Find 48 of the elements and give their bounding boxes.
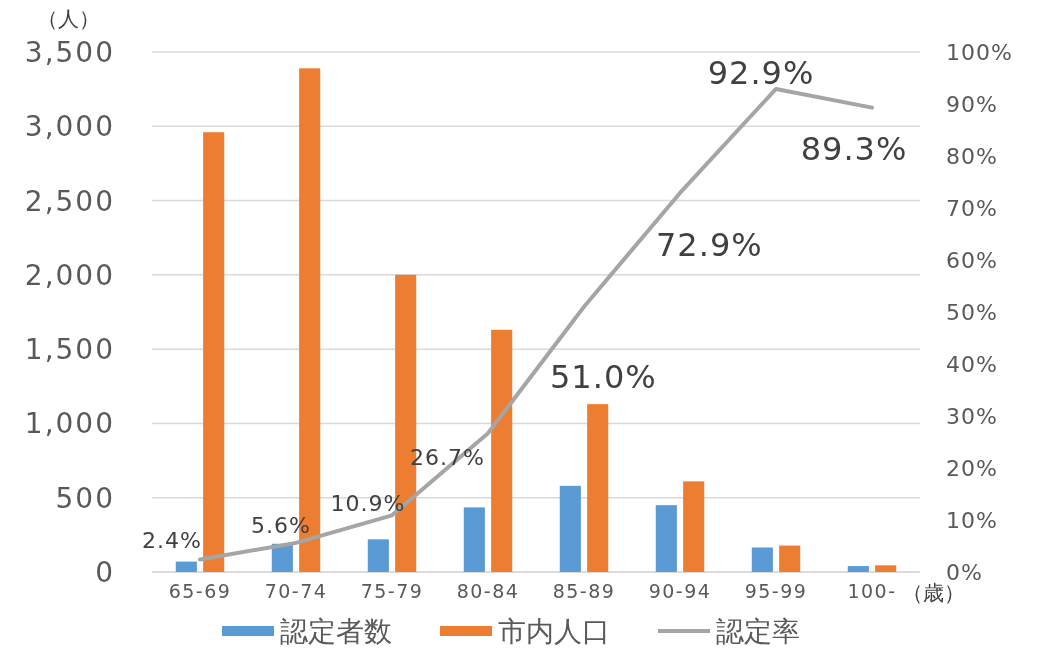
x-tick-label: 80-84 bbox=[456, 580, 520, 602]
y2-tick-label: 60% bbox=[946, 248, 998, 273]
x-tick-label: 95-99 bbox=[744, 580, 808, 602]
bar bbox=[683, 481, 705, 572]
data-label: 72.9% bbox=[656, 225, 763, 264]
x-tick-label: 75-79 bbox=[360, 580, 424, 602]
bar bbox=[655, 505, 677, 572]
y2-tick-label: 10% bbox=[946, 508, 998, 533]
y2-tick-label: 90% bbox=[946, 92, 998, 117]
data-label: 89.3% bbox=[800, 129, 908, 168]
x-tick-label: 90-94 bbox=[648, 580, 712, 602]
legend-label: 認定率 bbox=[716, 615, 800, 648]
bar bbox=[175, 561, 197, 572]
y2-tick-label: 100% bbox=[946, 40, 1013, 65]
x-tick-label: 65-69 bbox=[168, 580, 232, 602]
y-tick-label: 1,000 bbox=[24, 407, 115, 441]
bar bbox=[779, 545, 801, 572]
bar bbox=[875, 565, 897, 572]
bar bbox=[751, 547, 773, 572]
bar bbox=[559, 485, 581, 572]
y-tick-label: 2,000 bbox=[24, 258, 115, 292]
y-axis-title: （人） bbox=[36, 7, 100, 31]
x-tick-label: 85-89 bbox=[552, 580, 616, 602]
data-label: 51.0% bbox=[550, 357, 657, 396]
y-tick-label: 2,500 bbox=[24, 184, 115, 218]
bar bbox=[847, 566, 869, 572]
y2-tick-label: 30% bbox=[946, 404, 998, 429]
y-tick-label: 500 bbox=[55, 481, 115, 515]
bar bbox=[587, 404, 609, 572]
bar bbox=[203, 132, 225, 572]
y2-tick-label: 40% bbox=[946, 352, 998, 377]
data-label: 2.4% bbox=[142, 527, 202, 553]
y2-tick-label: 20% bbox=[946, 456, 998, 481]
y-tick-label: 1,500 bbox=[24, 333, 115, 367]
bar bbox=[367, 539, 389, 572]
bar bbox=[463, 507, 485, 572]
x-tick-label: 70-74 bbox=[264, 580, 328, 602]
y2-tick-label: 50% bbox=[946, 300, 998, 325]
y2-tick-label: 80% bbox=[946, 144, 998, 169]
legend-label: 認定者数 bbox=[280, 615, 392, 648]
y-tick-label: 0 bbox=[95, 556, 115, 589]
y-tick-label: 3,500 bbox=[24, 36, 115, 69]
y-tick-label: 3,000 bbox=[24, 110, 115, 144]
y2-tick-label: 70% bbox=[946, 196, 998, 221]
bar bbox=[491, 329, 513, 572]
x-tick-label: 100- bbox=[847, 580, 897, 602]
legend-label: 市内人口 bbox=[498, 615, 610, 648]
data-label: 92.9% bbox=[707, 53, 815, 92]
